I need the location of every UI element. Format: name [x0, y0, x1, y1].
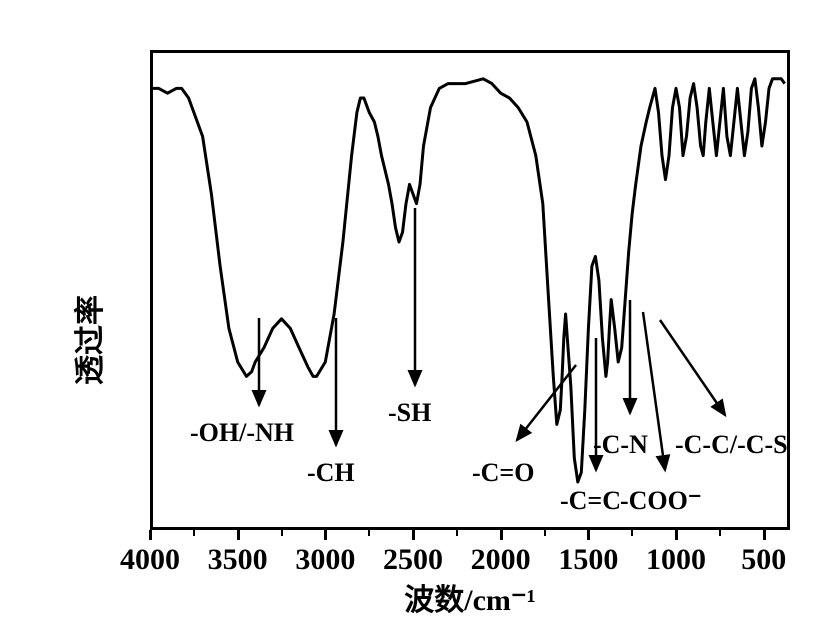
x-tick-major: [500, 530, 503, 540]
x-tick-major: [237, 530, 240, 540]
peak-annotation: -SH: [388, 398, 431, 428]
x-tick-major: [149, 530, 152, 540]
x-tick-label: 1000: [646, 543, 706, 577]
x-tick-major: [324, 530, 327, 540]
x-tick-label: 500: [741, 543, 786, 577]
peak-annotation: -C=C: [560, 486, 621, 516]
x-tick-minor: [631, 530, 633, 536]
x-tick-label: 2500: [383, 543, 443, 577]
x-tick-label: 3000: [295, 543, 355, 577]
x-tick-label: 3500: [208, 543, 268, 577]
peak-annotation: -C-N: [593, 430, 648, 460]
x-tick-major: [587, 530, 590, 540]
x-tick-label: 1500: [558, 543, 618, 577]
x-tick-major: [412, 530, 415, 540]
peak-annotation: -C=O: [472, 458, 534, 488]
x-tick-minor: [719, 530, 721, 536]
x-tick-minor: [544, 530, 546, 536]
x-tick-minor: [193, 530, 195, 536]
x-tick-label: 2000: [471, 543, 531, 577]
peak-annotation: -C-C/-C-S: [675, 430, 788, 460]
annotation-arrows: [20, 20, 823, 623]
peak-annotation: -CH: [307, 458, 355, 488]
x-tick-label: 4000: [120, 543, 180, 577]
peak-annotation: -OH/-NH: [190, 418, 294, 448]
x-tick-minor: [281, 530, 283, 536]
peak-annotation: -COO⁻: [620, 486, 702, 516]
x-tick-minor: [456, 530, 458, 536]
x-tick-major: [675, 530, 678, 540]
x-tick-major: [763, 530, 766, 540]
ir-spectrum-chart: 透过率 波数/cm⁻¹ 4000350030002500200015001000…: [20, 20, 823, 623]
x-tick-minor: [368, 530, 370, 536]
